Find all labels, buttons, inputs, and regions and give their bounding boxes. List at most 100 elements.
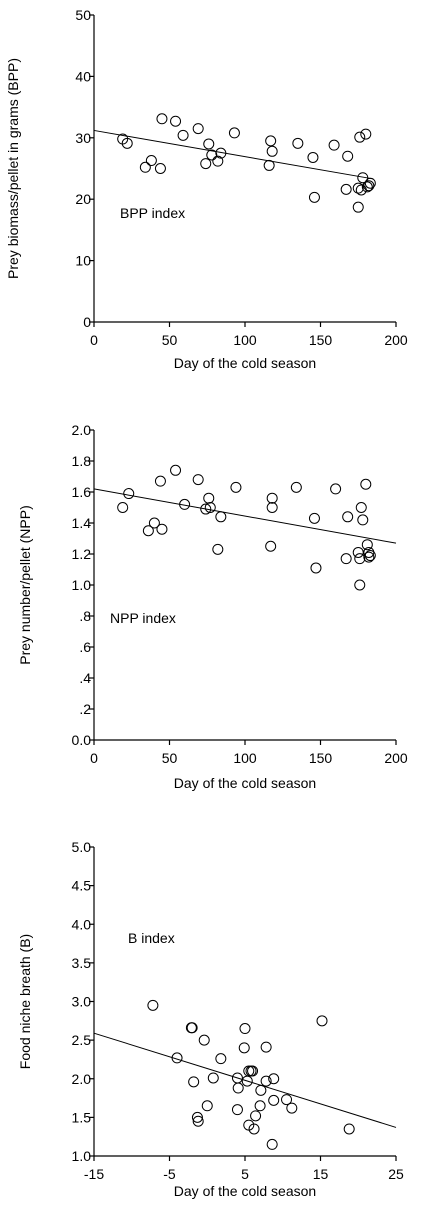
data-point xyxy=(292,137,304,149)
data-point xyxy=(263,159,275,171)
x-axis-label: Day of the cold season xyxy=(174,355,316,371)
data-point xyxy=(212,155,224,167)
data-point xyxy=(308,191,320,203)
data-point xyxy=(364,177,376,189)
data-point xyxy=(357,514,369,526)
data-point xyxy=(363,180,375,192)
data-point xyxy=(266,145,278,157)
y-tick-label: 20 xyxy=(75,191,91,207)
data-point xyxy=(191,1111,203,1123)
y-tick-label: 0 xyxy=(83,314,91,330)
x-axis-label: Day of the cold season xyxy=(174,1183,316,1199)
data-point xyxy=(239,1023,251,1035)
data-point xyxy=(201,1100,213,1112)
data-point xyxy=(268,1094,280,1106)
data-point xyxy=(352,546,364,558)
y-tick-label: 2.5 xyxy=(72,1032,92,1048)
data-point xyxy=(310,562,322,574)
data-point xyxy=(177,129,189,141)
data-point xyxy=(342,150,354,162)
data-point xyxy=(170,115,182,127)
data-point xyxy=(228,127,240,139)
y-tick-label: .2 xyxy=(79,701,91,717)
x-tick-label: 5 xyxy=(241,1166,249,1182)
data-point xyxy=(171,1052,183,1064)
data-point xyxy=(354,131,366,143)
data-point xyxy=(148,517,160,529)
data-point xyxy=(354,579,366,591)
x-tick-label: 200 xyxy=(384,750,408,766)
index-annotation: B index xyxy=(128,930,175,946)
data-point xyxy=(147,999,159,1011)
y-tick-label: 0.0 xyxy=(72,732,92,748)
y-axis-label: Prey number/pellet (NPP) xyxy=(17,505,33,665)
data-point xyxy=(185,1022,197,1034)
data-point xyxy=(254,1100,266,1112)
data-point xyxy=(145,155,157,167)
y-tick-label: .8 xyxy=(79,608,91,624)
x-tick-label: -5 xyxy=(163,1166,176,1182)
y-tick-label: 4.0 xyxy=(72,916,92,932)
x-tick-label: 100 xyxy=(233,332,257,348)
data-point xyxy=(363,551,375,563)
data-point xyxy=(354,553,366,565)
data-point xyxy=(198,1034,210,1046)
x-tick-label: 0 xyxy=(90,332,98,348)
data-point xyxy=(192,123,204,135)
y-axis-label: Food niche breath (B) xyxy=(17,934,33,1069)
data-point xyxy=(230,481,242,493)
data-point xyxy=(260,1041,272,1053)
y-tick-label: 1.2 xyxy=(72,546,92,562)
data-point xyxy=(206,149,218,161)
y-tick-label: 1.6 xyxy=(72,484,92,500)
index-annotation: BPP index xyxy=(120,205,185,221)
y-tick-label: 1.8 xyxy=(72,453,92,469)
y-tick-label: 1.4 xyxy=(72,515,92,531)
data-point xyxy=(286,1102,298,1114)
chart-panel-3: 1.0 1.5 2.0 2.5 3.0 3.5 4.0 4.5 5.0 -15 -5 5 15 25 Day… xyxy=(17,839,404,1199)
x-axis-label: Day of the cold season xyxy=(174,775,316,791)
y-axis-label: Prey biomass/pellet in grams (BPP) xyxy=(5,58,21,279)
x-tick-label: 200 xyxy=(384,332,408,348)
data-point xyxy=(290,481,302,493)
data-point xyxy=(255,1084,267,1096)
y-tick-label: 1.0 xyxy=(72,577,92,593)
y-tick-label: 5.0 xyxy=(72,839,92,855)
data-point xyxy=(308,512,320,524)
data-point xyxy=(139,161,151,173)
data-point xyxy=(238,1042,250,1054)
regression-line xyxy=(93,488,397,544)
data-point xyxy=(342,511,354,523)
y-tick-label: 1.5 xyxy=(72,1109,92,1125)
data-point xyxy=(340,183,352,195)
x-tick-label: 50 xyxy=(162,332,178,348)
data-point xyxy=(248,1123,260,1135)
data-point xyxy=(203,492,215,504)
regression-line xyxy=(93,129,374,180)
x-tick-label: 150 xyxy=(309,332,333,348)
data-point xyxy=(156,113,168,125)
chart-panel-2: 0.0 .2 .4 .6 .8 1.0 1.2 1.4 1.6 1.8 2.0 0 50 100 150 20… xyxy=(17,422,408,791)
data-point xyxy=(212,543,224,555)
data-point xyxy=(361,181,373,193)
data-point xyxy=(192,1115,204,1127)
x-tick-label: 150 xyxy=(309,750,333,766)
data-point xyxy=(215,511,227,523)
y-tick-label: 1.0 xyxy=(72,1148,92,1164)
data-point xyxy=(231,1104,243,1116)
data-point xyxy=(186,1022,198,1034)
data-point xyxy=(170,464,182,476)
x-tick-label: 100 xyxy=(233,750,257,766)
data-point xyxy=(355,502,367,513)
data-point xyxy=(192,474,204,486)
data-point xyxy=(188,1076,200,1088)
y-tick-label: .4 xyxy=(79,670,91,686)
index-annotation: NPP index xyxy=(110,610,176,626)
chart-panel-1: 0 10 20 30 40 50 0 50 100 150 200 Day of the cold s… xyxy=(5,7,408,371)
y-tick-label: 30 xyxy=(75,130,91,146)
data-point xyxy=(207,1072,219,1084)
data-point xyxy=(117,502,129,513)
data-point xyxy=(179,498,191,510)
y-tick-label: 10 xyxy=(75,253,91,269)
